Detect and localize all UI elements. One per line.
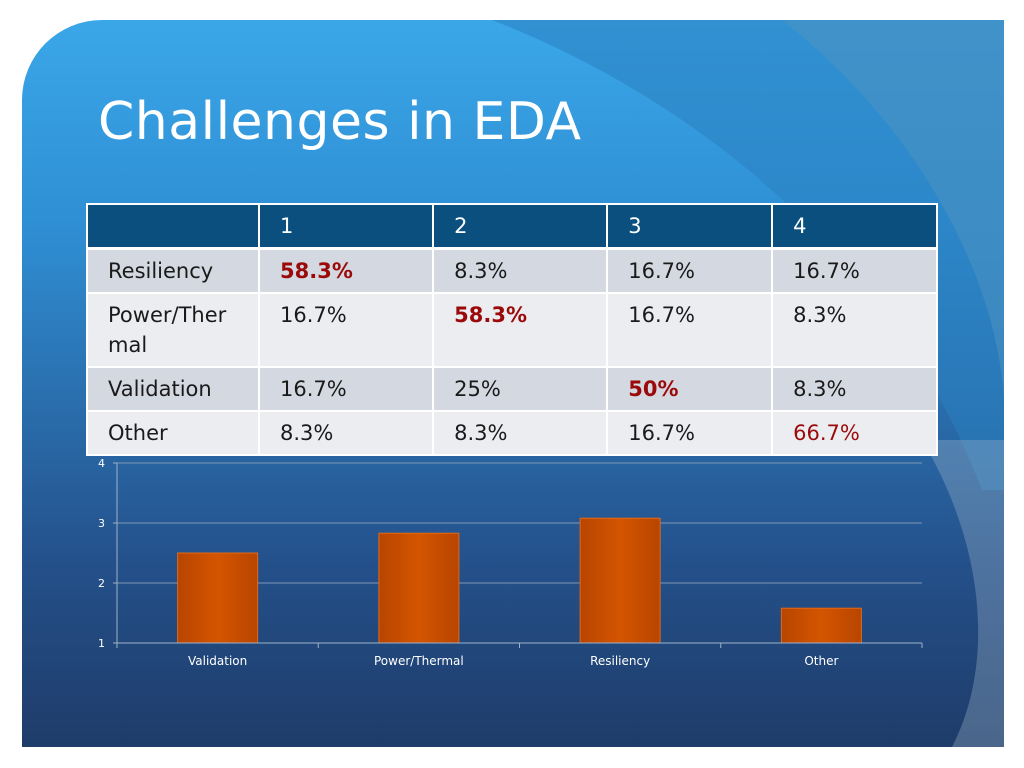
bar-other — [780, 607, 862, 644]
y-tick-label: 3 — [98, 517, 105, 530]
bar-power-thermal — [378, 532, 460, 644]
survey-table: 1 2 3 4 Resiliency 58.3% 8.3% 16.7% 16.7… — [86, 203, 938, 456]
bar-resiliency — [579, 517, 661, 644]
table-row: Validation 16.7% 25% 50% 8.3% — [86, 366, 938, 412]
table-header-cell — [86, 203, 260, 250]
slide-title: Challenges in EDA — [98, 92, 582, 152]
table-cell: 16.7% — [606, 292, 774, 368]
table-header-row: 1 2 3 4 — [86, 203, 938, 250]
table-header-cell: 2 — [432, 203, 609, 250]
table-header-cell: 1 — [257, 203, 435, 250]
row-label: Validation — [86, 366, 260, 412]
table-cell: 8.3% — [432, 247, 609, 294]
table-cell: 8.3% — [432, 410, 609, 456]
table-cell: 25% — [432, 366, 609, 412]
table-cell: 58.3% — [432, 292, 609, 368]
table-cell: 16.7% — [771, 247, 938, 294]
table-cell: 16.7% — [606, 410, 774, 456]
table-cell: 8.3% — [771, 292, 938, 368]
table-header-cell: 4 — [771, 203, 938, 250]
x-tick-label: Resiliency — [590, 654, 650, 668]
table-cell: 16.7% — [257, 292, 435, 368]
table-cell: 8.3% — [771, 366, 938, 412]
x-tick-label: Validation — [188, 654, 247, 668]
bar-validation — [177, 552, 259, 644]
table-cell: 16.7% — [257, 366, 435, 412]
table-cell: 58.3% — [257, 247, 435, 294]
background-swoosh — [492, 20, 1004, 747]
y-tick-label: 2 — [98, 577, 105, 590]
bar-chart: 1 2 3 4 Validation Power/Thermal Resiliency Oth… — [98, 457, 923, 668]
slide: Challenges in EDA 1 2 3 4 Resiliency 58.… — [22, 20, 1004, 747]
row-label: Resiliency — [86, 247, 260, 294]
y-tick-label: 1 — [98, 637, 105, 650]
table-cell: 8.3% — [257, 410, 435, 456]
x-tick-label: Power/Thermal — [374, 654, 464, 668]
table-cell: 16.7% — [606, 247, 774, 294]
row-label: Power/Thermal — [86, 292, 260, 368]
table-header-cell: 3 — [606, 203, 774, 250]
table-cell: 50% — [606, 366, 774, 412]
table-row: Power/Thermal 16.7% 58.3% 16.7% 8.3% — [86, 292, 938, 368]
x-tick-label: Other — [804, 654, 838, 668]
table-cell: 66.7% — [771, 410, 938, 456]
y-tick-label: 4 — [98, 457, 105, 470]
table-row: Other 8.3% 8.3% 16.7% 66.7% — [86, 410, 938, 456]
row-label: Other — [86, 410, 260, 456]
table-row: Resiliency 58.3% 8.3% 16.7% 16.7% — [86, 247, 938, 294]
